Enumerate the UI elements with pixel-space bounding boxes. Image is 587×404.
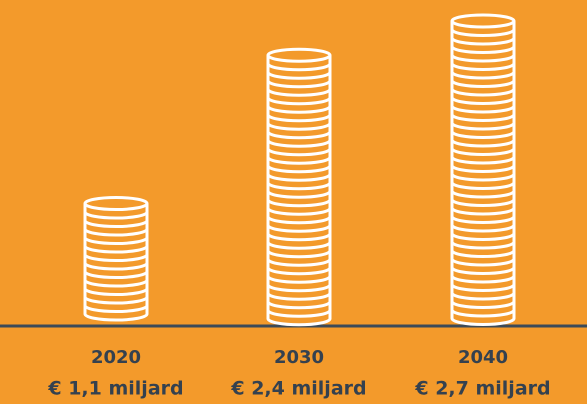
category-label: 2020	[91, 347, 141, 368]
category-label: 2030	[274, 347, 324, 368]
value-label: € 2,7 miljard	[414, 378, 550, 400]
value-label: € 1,1 miljard	[47, 378, 183, 400]
page: 2020 € 1,1 miljard 2030 € 2,4 miljard 2040 € …	[0, 0, 587, 404]
category-label: 2040	[458, 347, 508, 368]
chart: 2020 € 1,1 miljard 2030 € 2,4 miljard 2040 € …	[0, 0, 587, 404]
value-label: € 2,4 miljard	[230, 378, 366, 400]
